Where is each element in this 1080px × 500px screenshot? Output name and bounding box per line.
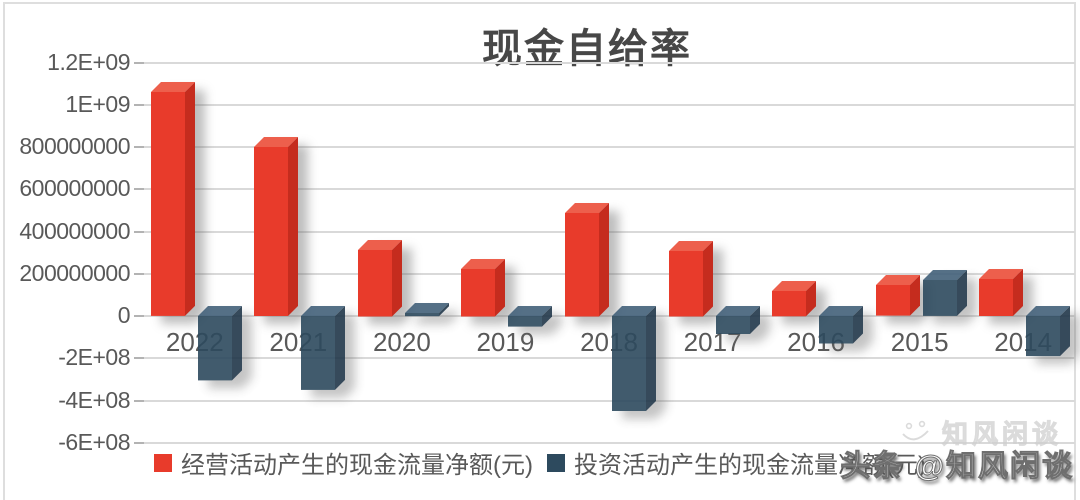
- y-axis-tick: [134, 230, 144, 233]
- bar-investing-2022: [197, 306, 242, 381]
- bar-investing-2021: [301, 306, 346, 390]
- y-axis-label: 0: [117, 302, 131, 328]
- gridline: [143, 103, 1075, 106]
- legend-item-investing: 投资活动产生的现金流量净额(元): [547, 445, 926, 480]
- bar-operating-2014: [979, 269, 1024, 316]
- bar-investing-2018: [612, 306, 656, 411]
- bar-operating-2017: [668, 240, 713, 316]
- bar-operating-2018: [565, 202, 609, 316]
- gridline: [143, 188, 1075, 191]
- legend-label-operating: 经营活动产生的现金流量净额(元): [181, 452, 533, 479]
- gridline: [143, 61, 1075, 64]
- bar-operating-2019: [461, 258, 506, 316]
- gridline: [143, 315, 1075, 317]
- y-axis-tick: [134, 441, 144, 444]
- bar-investing-2019: [508, 306, 553, 327]
- gridline: [143, 146, 1075, 148]
- gridline: [143, 272, 1075, 275]
- legend: 经营活动产生的现金流量净额(元) 投资活动产生的现金流量净额(元): [0, 445, 1080, 480]
- gridline: [143, 357, 1075, 360]
- y-axis-label: -4E+08: [58, 386, 130, 413]
- gridline: [143, 399, 1075, 402]
- x-axis-label-2015: 2015: [890, 327, 949, 357]
- y-axis-label: 200000000: [19, 259, 130, 286]
- y-axis-tick: [134, 188, 144, 191]
- bar-operating-2022: [150, 82, 195, 316]
- bar-operating-2015: [875, 275, 920, 316]
- y-axis-label: 1.2E+09: [47, 48, 130, 75]
- y-axis-tick: [134, 103, 144, 106]
- y-axis-label: 800000000: [19, 133, 130, 159]
- bar-investing-2017: [715, 306, 760, 334]
- y-axis-label: -2E+08: [58, 344, 130, 371]
- chart-title: 现金自给率: [482, 27, 692, 71]
- legend-swatch-investing: [547, 453, 565, 472]
- y-axis-label: 1E+09: [65, 90, 130, 117]
- x-axis-label-2019: 2019: [476, 327, 535, 357]
- y-axis-label: 400000000: [19, 217, 130, 244]
- y-axis-tick: [134, 61, 144, 64]
- gridline: [143, 230, 1075, 233]
- bar-investing-2015: [922, 270, 967, 316]
- y-axis-label: -6E+08: [58, 428, 130, 455]
- bar-operating-2020: [357, 239, 402, 316]
- y-axis-tick: [134, 272, 144, 275]
- gridline: [143, 441, 1075, 444]
- legend-label-investing: 投资活动产生的现金流量净额(元): [574, 452, 926, 479]
- legend-item-operating: 经营活动产生的现金流量净额(元): [154, 445, 533, 480]
- x-axis-label-2020: 2020: [372, 327, 431, 357]
- y-axis-tick: [134, 357, 144, 360]
- y-axis-tick: [134, 399, 144, 402]
- bar-investing-2016: [819, 306, 864, 344]
- y-axis-tick: [134, 146, 144, 148]
- y-axis-tick: [134, 315, 144, 317]
- legend-swatch-operating: [154, 453, 173, 472]
- bar-investing-2014: [1026, 306, 1071, 357]
- bar-operating-2021: [254, 137, 299, 316]
- bar-investing-2020: [404, 302, 449, 316]
- y-axis-label: 600000000: [19, 175, 130, 202]
- bar-operating-2016: [772, 280, 817, 316]
